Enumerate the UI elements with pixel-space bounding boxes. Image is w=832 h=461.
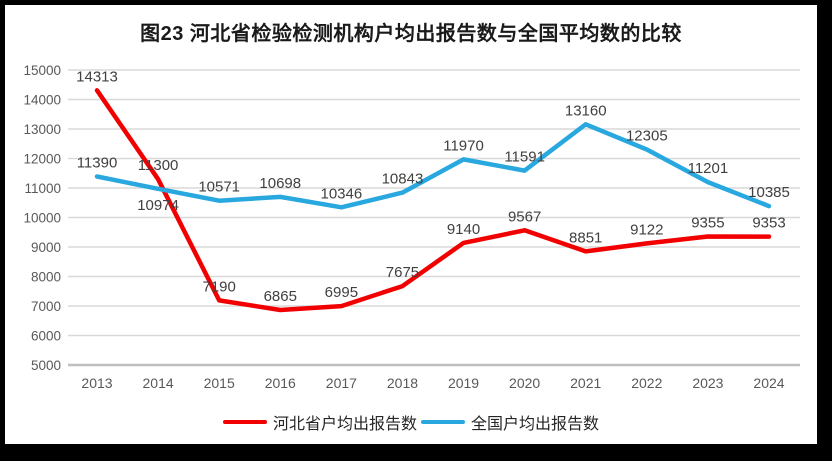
y-tick-label: 12000 xyxy=(23,152,61,167)
data-label: 14313 xyxy=(76,68,118,85)
legend-label: 全国户均出报告数 xyxy=(471,416,600,433)
legend-line-swatch xyxy=(222,420,267,424)
data-label: 7675 xyxy=(386,264,419,281)
data-label: 9355 xyxy=(691,215,724,232)
data-label: 10571 xyxy=(198,179,240,196)
data-label: 9567 xyxy=(508,208,541,225)
x-tick-label: 2014 xyxy=(143,375,174,391)
x-tick-label: 2022 xyxy=(631,375,662,391)
chart-area: 图23 河北省检验检测机构户均出报告数与全国平均数的比较 5000 6000 700… xyxy=(5,5,817,444)
data-label: 11300 xyxy=(138,157,179,174)
y-tick-label: 6000 xyxy=(31,329,61,344)
y-tick-label: 14000 xyxy=(23,93,61,108)
y-tick-label: 8000 xyxy=(31,270,61,285)
y-tick-label: 9000 xyxy=(31,240,61,255)
legend-line-swatch xyxy=(421,420,465,424)
legend-item-1: 全国户均出报告数 xyxy=(421,410,599,434)
data-label: 8851 xyxy=(569,229,602,246)
chart-legend: 河北省户均出报告数 全国户均出报告数 xyxy=(5,410,817,434)
x-tick-label: 2023 xyxy=(692,375,723,391)
x-tick-label: 2021 xyxy=(570,375,601,391)
x-tick-label: 2015 xyxy=(204,375,235,391)
y-tick-label: 7000 xyxy=(31,299,61,314)
y-tick-label: 15000 xyxy=(23,63,61,78)
legend-label: 河北省户均出报告数 xyxy=(272,416,417,433)
data-label: 11970 xyxy=(443,137,484,154)
x-tick-label: 2018 xyxy=(387,375,418,391)
data-label: 10698 xyxy=(259,175,301,192)
series-line-0 xyxy=(94,88,772,313)
data-label: 7190 xyxy=(202,278,235,295)
x-tick-label: 2024 xyxy=(753,375,784,391)
data-label: 11390 xyxy=(77,154,118,171)
data-label: 13160 xyxy=(565,102,607,119)
data-label: 10974 xyxy=(137,197,179,214)
data-label: 11591 xyxy=(504,149,545,166)
data-label: 12305 xyxy=(626,128,668,145)
data-label: 10385 xyxy=(748,184,790,201)
data-label: 6995 xyxy=(325,284,358,301)
x-tick-label: 2019 xyxy=(448,375,479,391)
data-label: 10346 xyxy=(321,185,363,202)
data-label: 9353 xyxy=(752,215,785,232)
x-tick-label: 2017 xyxy=(326,375,357,391)
series-line-1 xyxy=(94,122,772,210)
legend-item-0: 河北省户均出报告数 xyxy=(222,410,417,434)
y-tick-label: 11000 xyxy=(24,181,61,196)
data-label: 11201 xyxy=(688,160,729,177)
data-label: 6865 xyxy=(264,288,297,305)
y-tick-label: 10000 xyxy=(23,211,61,226)
y-tick-label: 5000 xyxy=(31,358,61,373)
data-label: 10843 xyxy=(382,171,424,188)
x-tick-label: 2016 xyxy=(265,375,296,391)
x-tick-label: 2013 xyxy=(81,375,112,391)
y-tick-label: 13000 xyxy=(23,122,61,137)
data-label: 9122 xyxy=(630,221,663,238)
x-tick-label: 2020 xyxy=(509,375,540,391)
chart-title: 图23 河北省检验检测机构户均出报告数与全国平均数的比较 xyxy=(140,23,682,45)
data-label: 9140 xyxy=(447,221,480,238)
line-chart-plot: 5000 6000 7000 8000 9000 10000 11000 12000 13000… xyxy=(23,63,800,391)
